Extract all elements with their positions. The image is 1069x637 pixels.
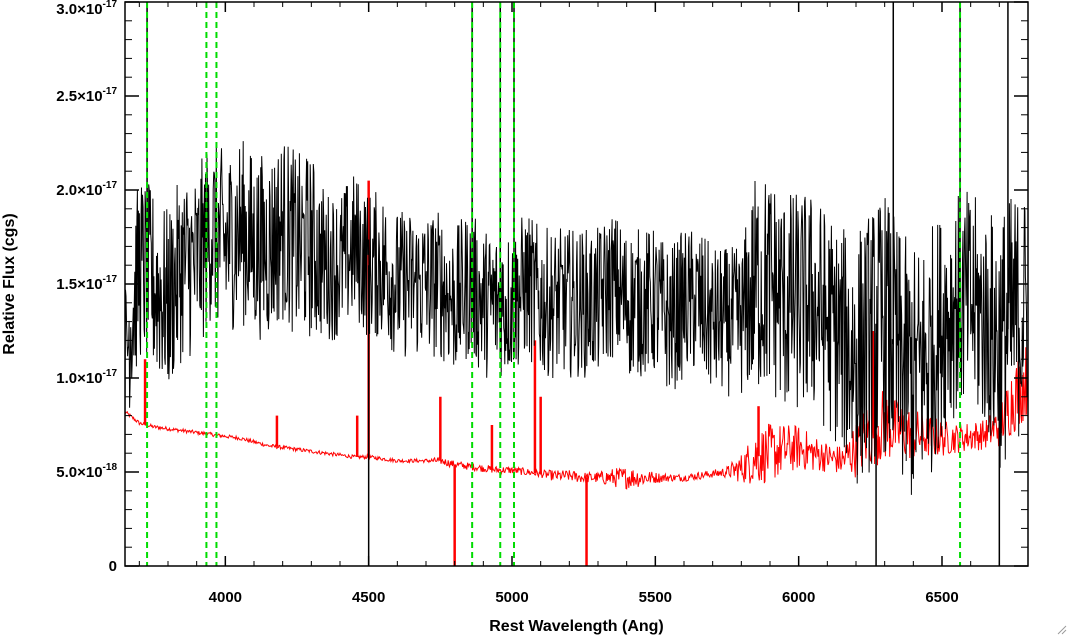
y-tick-label: 2.0×10-17	[56, 180, 117, 199]
x-axis-title: Rest Wavelength (Ang)	[489, 618, 664, 635]
y-tick-label: 3.0×10-17	[56, 0, 117, 18]
observed-spectrum-series	[124, 2, 1028, 566]
y-tick-label: 0	[109, 558, 117, 575]
y-tick-label: 5.0×10-18	[56, 462, 117, 481]
resize-grip-icon[interactable]	[1055, 623, 1067, 635]
x-tick-label: 6500	[925, 589, 958, 606]
emission-line-markers	[146, 2, 962, 566]
y-tick-label: 1.0×10-17	[56, 368, 117, 387]
y-axis-ticks: 0 5.0×10-18 1.0×10-17 1.5×10-17 2.0×10-17 2.5…	[56, 0, 1028, 575]
spectrum-line	[124, 347, 1029, 490]
x-tick-label: 6000	[782, 589, 815, 606]
x-tick-label: 5000	[495, 589, 528, 606]
x-axis-ticks: 4000 4500 5000 5500 6000 6500	[138, 2, 1000, 606]
y-tick-label: 1.5×10-17	[56, 274, 117, 293]
x-tick-label: 4500	[352, 589, 385, 606]
y-axis-title: Relative Flux (cgs)	[1, 213, 18, 354]
spectrum-line	[124, 141, 1028, 495]
x-tick-label: 4000	[209, 589, 242, 606]
y-tick-label: 2.5×10-17	[56, 86, 117, 105]
x-tick-label: 5500	[639, 589, 672, 606]
